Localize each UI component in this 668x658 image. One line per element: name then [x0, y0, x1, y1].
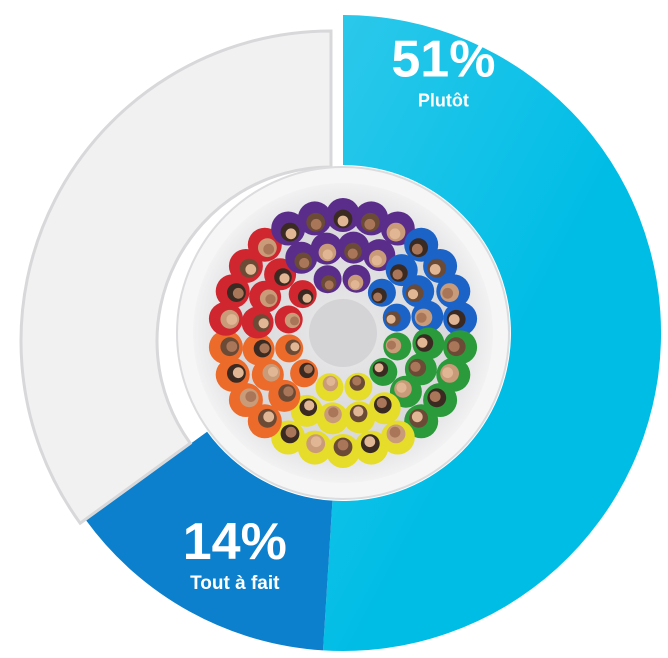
person-face — [232, 367, 244, 379]
category-label: Plutôt — [418, 91, 469, 111]
person-face — [324, 280, 334, 290]
person-face — [245, 264, 257, 275]
crowd-photo-icon — [193, 183, 493, 483]
person-face — [389, 228, 401, 240]
person-face — [442, 367, 454, 379]
person-face — [259, 343, 270, 354]
person-face — [411, 243, 423, 255]
person-face — [265, 294, 276, 305]
slice-sheen — [323, 14, 662, 651]
person-face — [429, 264, 441, 275]
person-face — [337, 439, 349, 451]
person-face — [226, 341, 238, 352]
labels-layer: 51%Plutôt 14%Tout à fait — [183, 31, 496, 595]
person-face — [389, 426, 401, 438]
person-face — [322, 249, 333, 260]
person-face — [364, 218, 376, 230]
person-face — [429, 391, 441, 402]
person-face — [267, 366, 279, 377]
person-face — [386, 314, 396, 324]
person-face — [258, 318, 269, 329]
person-face — [350, 280, 360, 289]
person-face — [416, 312, 427, 323]
person-face — [364, 436, 376, 448]
person-face — [326, 377, 336, 386]
person-face — [263, 411, 275, 423]
person-face — [411, 411, 423, 423]
person-face — [303, 364, 313, 374]
person-face — [410, 361, 421, 372]
value-label: 51% — [391, 31, 495, 89]
person-face — [352, 376, 362, 386]
person-face — [374, 363, 384, 373]
slices-layer — [19, 14, 662, 651]
person-face — [245, 391, 257, 402]
person-face — [263, 243, 275, 255]
person-face — [376, 397, 387, 409]
person-face — [392, 269, 403, 280]
person-face — [373, 292, 383, 302]
person-face — [417, 337, 428, 348]
person-face — [371, 255, 382, 266]
slice-tout-fait — [85, 431, 333, 651]
person-face — [285, 426, 297, 438]
person-face — [407, 289, 419, 300]
person-face — [285, 228, 297, 240]
person-face — [290, 342, 300, 352]
person-face — [279, 273, 290, 284]
person-face — [448, 314, 460, 325]
person-face — [302, 293, 312, 303]
person-face — [290, 316, 299, 326]
category-label: Tout à fait — [190, 573, 280, 594]
person-face — [442, 287, 454, 299]
person-face — [448, 341, 460, 352]
person-face — [328, 407, 339, 418]
person-face — [396, 382, 407, 393]
person-face — [232, 287, 244, 299]
person-face — [304, 400, 315, 411]
slice-remainder — [19, 29, 333, 526]
person-face — [310, 218, 322, 230]
person-face — [299, 257, 310, 269]
floor-center — [309, 299, 377, 367]
value-label: 14% — [183, 513, 287, 571]
person-face — [347, 248, 358, 259]
person-face — [310, 436, 322, 448]
person-face — [283, 386, 294, 397]
person-face — [226, 314, 238, 325]
person-face — [337, 215, 349, 227]
person-face — [353, 406, 364, 417]
person-face — [387, 340, 396, 350]
